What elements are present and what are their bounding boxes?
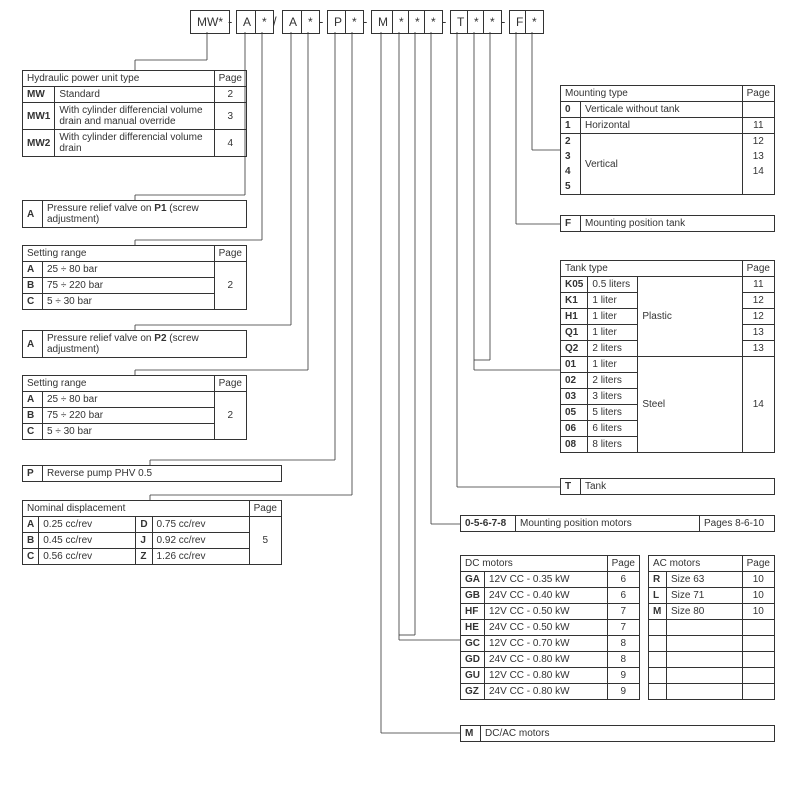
setting2-table: Setting rangePage A25 ÷ 80 bar2 B75 ÷ 22… <box>22 375 247 440</box>
acmotors-table: AC motorsPage RSize 6310 LSize 7110 MSiz… <box>648 555 775 700</box>
code-ts2: * <box>483 10 502 34</box>
hpu-table: Hydraulic power unit typePage MWStandard… <box>22 70 247 157</box>
code-a1s: * <box>255 10 274 34</box>
setting1-table: Setting rangePage A25 ÷ 80 bar2 B75 ÷ 22… <box>22 245 247 310</box>
code-fs: * <box>525 10 544 34</box>
code-ps: * <box>345 10 364 34</box>
motors-label-box: MDC/AC motors <box>460 725 775 742</box>
code-mw: MW* <box>190 10 230 34</box>
dcmotors-table: DC motorsPage GA12V CC - 0.35 kW6 GB24V … <box>460 555 640 700</box>
displacement-table: Nominal displacementPage A0.25 cc/revD0.… <box>22 500 282 565</box>
prv1-box: APressure relief valve on P1 (screw adju… <box>22 200 247 228</box>
mountpos-tank-box: FMounting position tank <box>560 215 775 232</box>
tank-table: Tank typePage K050.5 litersPlastic11 K11… <box>560 260 775 453</box>
pump-box: PReverse pump PHV 0.5 <box>22 465 282 482</box>
tank-label-box: TTank <box>560 478 775 495</box>
code-a2s: * <box>301 10 320 34</box>
code-ms3: * <box>424 10 443 34</box>
mounting-table: Mounting typePage 0Verticale without tan… <box>560 85 775 195</box>
mountpos-motors-box: 0-5-6-7-8Mounting position motorsPages 8… <box>460 515 775 532</box>
prv2-box: APressure relief valve on P2 (screw adju… <box>22 330 247 358</box>
